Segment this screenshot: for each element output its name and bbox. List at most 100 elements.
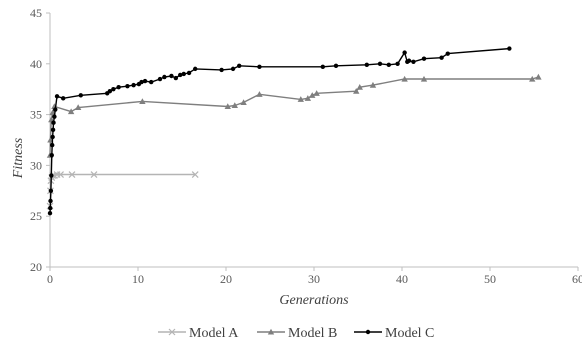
data-point-circle-marker — [257, 64, 262, 70]
data-point-circle-marker — [178, 72, 183, 78]
x-tick-label: 10 — [132, 272, 144, 286]
data-point-triangle-marker — [74, 104, 82, 111]
axes: 20 25 30 35 40 45 0 10 20 30 40 50 60 — [30, 6, 582, 286]
series-layer — [46, 46, 542, 216]
data-point-triangle-marker — [401, 75, 408, 82]
data-point-circle-marker — [111, 87, 116, 92]
legend-label: Model B — [288, 326, 337, 341]
data-point-circle-marker — [507, 46, 512, 51]
x-tick-label: 30 — [308, 272, 320, 286]
data-point-triangle-marker — [297, 96, 304, 102]
x-tick-label: 50 — [484, 272, 496, 286]
series-line — [49, 47, 510, 214]
x-tick-label: 40 — [396, 272, 408, 286]
data-point-circle-marker — [219, 67, 224, 73]
data-point-circle-marker — [173, 75, 179, 81]
y-tick-label: 25 — [30, 209, 42, 223]
x-axis-title: Generations — [279, 293, 349, 308]
data-point-circle-marker — [333, 63, 339, 69]
legend: Model A Model B Model C — [158, 326, 434, 341]
data-point-circle-marker — [52, 114, 57, 119]
data-point-x-marker — [191, 171, 199, 178]
data-point-circle-marker — [445, 51, 450, 56]
data-point-circle-marker — [50, 127, 56, 133]
series-line — [49, 173, 196, 207]
data-point-circle-marker — [186, 70, 192, 76]
legend-label: Model A — [189, 326, 239, 341]
data-point-triangle-marker — [529, 75, 536, 82]
data-point-circle-marker — [320, 64, 325, 70]
data-point-circle-marker — [48, 205, 53, 211]
y-tick-label: 30 — [30, 158, 42, 172]
y-tick-label: 20 — [30, 260, 42, 274]
y-tick-label: 35 — [30, 108, 42, 122]
data-point-circle-marker — [48, 188, 54, 193]
y-tick-label: 45 — [30, 6, 42, 20]
series-model-a — [46, 171, 199, 210]
data-point-circle-marker — [149, 79, 154, 85]
data-point-circle-marker — [169, 73, 174, 79]
data-point-circle-marker — [193, 66, 198, 72]
data-point-x-marker — [90, 171, 98, 178]
data-point-circle-marker — [230, 66, 236, 72]
data-point-x-marker — [168, 328, 176, 336]
data-point-circle-marker — [162, 74, 167, 80]
data-point-circle-marker — [50, 142, 55, 148]
data-point-triangle-marker — [313, 90, 320, 96]
data-point-triangle-marker — [240, 99, 247, 105]
data-point-circle-marker — [157, 76, 163, 82]
legend-entry: Model C — [354, 326, 434, 341]
data-point-circle-marker — [411, 59, 416, 64]
data-point-triangle-marker — [256, 91, 263, 97]
data-point-circle-marker — [49, 153, 54, 158]
data-point-circle-marker — [395, 61, 400, 66]
legend-label: Model C — [385, 326, 434, 341]
data-point-circle-marker — [107, 89, 113, 94]
x-tick-label: 20 — [220, 272, 232, 286]
y-axis-title: Fitness — [11, 137, 26, 179]
data-point-circle-marker — [48, 198, 53, 204]
legend-entry: Model B — [257, 326, 337, 341]
data-point-triangle-marker — [67, 108, 75, 115]
x-tick-label: 60 — [572, 272, 582, 286]
data-point-triangle-marker — [267, 328, 275, 335]
data-point-circle-marker — [47, 210, 53, 216]
data-point-triangle-marker — [420, 75, 428, 82]
data-point-triangle-marker — [304, 95, 312, 101]
data-point-circle-marker — [421, 56, 427, 61]
data-point-circle-marker — [49, 173, 54, 178]
data-point-circle-marker — [142, 78, 148, 84]
data-point-circle-marker — [139, 79, 144, 85]
data-point-circle-marker — [54, 94, 60, 99]
data-point-triangle-marker — [231, 102, 238, 109]
data-point-circle-marker — [50, 134, 55, 140]
data-point-triangle-marker — [369, 81, 377, 88]
data-point-triangle-marker — [139, 98, 146, 104]
data-point-circle-marker — [377, 61, 383, 66]
y-tick-label: 40 — [30, 57, 42, 71]
data-point-circle-marker — [406, 58, 412, 63]
x-tick-label: 0 — [47, 272, 53, 286]
data-point-circle-marker — [61, 96, 66, 101]
data-point-triangle-marker — [535, 73, 542, 80]
data-point-triangle-marker — [353, 88, 360, 94]
data-point-triangle-marker — [224, 103, 231, 110]
data-point-circle-marker — [365, 329, 371, 335]
data-point-circle-marker — [78, 93, 84, 98]
data-point-circle-marker — [181, 71, 186, 77]
series-line — [49, 76, 539, 156]
data-point-circle-marker — [51, 120, 56, 125]
data-point-x-marker — [57, 171, 64, 178]
data-point-circle-marker — [116, 84, 121, 90]
data-point-triangle-marker — [309, 92, 316, 98]
data-point-circle-marker — [131, 82, 136, 88]
data-point-circle-marker — [402, 50, 407, 55]
series-model-c — [47, 46, 512, 216]
data-point-circle-marker — [125, 83, 130, 89]
data-point-circle-marker — [439, 55, 444, 60]
data-point-triangle-marker — [356, 83, 363, 90]
data-point-x-marker — [68, 171, 76, 178]
data-point-circle-marker — [386, 62, 391, 68]
legend-entry: Model A — [158, 326, 239, 341]
